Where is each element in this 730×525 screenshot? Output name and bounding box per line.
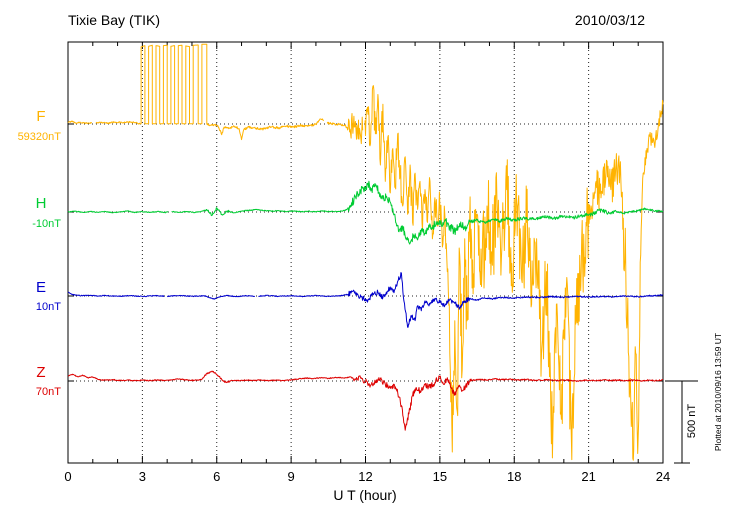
- x-tick-label: 9: [288, 469, 295, 484]
- x-tick-label: 21: [581, 469, 595, 484]
- series-label-H: H: [36, 195, 47, 212]
- trace-F: [326, 113, 364, 145]
- trace-E: [258, 272, 664, 328]
- trace-F: [67, 120, 92, 125]
- series-label-E: E: [36, 279, 46, 296]
- series-label-Z: Z: [36, 364, 45, 381]
- trace-E: [166, 294, 255, 300]
- x-tick-label: 3: [139, 469, 146, 484]
- series-baseline-F: 59320nT: [18, 131, 62, 143]
- scale-bar-label: 500 nT: [686, 404, 698, 439]
- trace-H: [67, 210, 169, 214]
- trace-E: [67, 291, 165, 298]
- x-tick-label: 12: [358, 469, 372, 484]
- date-label: 2010/03/12: [575, 12, 645, 28]
- trace-Z: [67, 370, 664, 431]
- x-tick-label: 0: [64, 469, 71, 484]
- page-title: Tixie Bay (TIK): [68, 12, 160, 28]
- x-tick-label: 6: [213, 469, 220, 484]
- plotted-at-watermark: Plotted at 2010/09/16 13:59 UT: [713, 333, 723, 451]
- x-tick-label: 15: [433, 469, 447, 484]
- trace-F: [95, 43, 325, 141]
- plot-dynamic-layer: 0 3 6 9 12 15 18 21 24: [64, 42, 670, 484]
- series-baseline-E: 10nT: [36, 301, 61, 313]
- series-baseline-H: -10nT: [32, 218, 61, 230]
- scale-bar: 500 nT: [665, 380, 698, 464]
- trace-H: [171, 180, 664, 245]
- trace-F: [364, 85, 664, 461]
- series-baseline-Z: 70nT: [36, 386, 61, 398]
- x-tick-label: 24: [656, 469, 670, 484]
- series-label-F: F: [36, 108, 45, 125]
- x-axis-title: U T (hour): [333, 487, 396, 503]
- x-tick-label: 18: [507, 469, 521, 484]
